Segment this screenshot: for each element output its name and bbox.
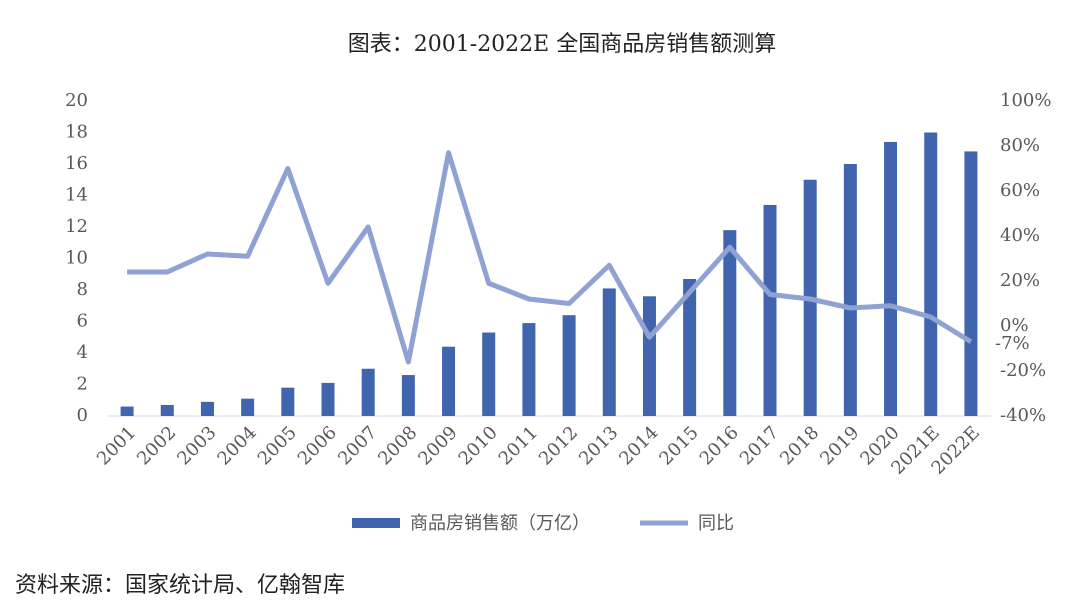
x-tick-label: 2018 [776,422,823,469]
x-tick-label: 2005 [254,422,301,469]
bar [361,368,375,416]
bar [482,332,496,416]
legend-label: 商品房销售额（万亿） [410,513,590,534]
y2-tick-label: 80% [1000,135,1040,156]
bar [241,398,255,416]
x-tick-label: 2016 [696,422,743,469]
y-tick-label: 10 [65,248,88,269]
y2-tick-label: 60% [1000,180,1040,201]
x-tick-label: 2006 [294,422,341,469]
y2-tick-label: 0% [1000,315,1029,336]
y-tick-label: 18 [65,122,88,143]
x-tick-label: 2004 [213,422,260,469]
y-tick-label: 16 [65,153,88,174]
bar [964,151,978,416]
x-tick-label: 2019 [816,422,863,469]
y2-tick-label: -40% [1000,405,1046,426]
data-label: -7% [995,333,1030,354]
y-tick-label: 0 [77,405,88,426]
x-tick-label: 2003 [173,422,220,469]
y-tick-label: 6 [77,311,88,332]
y-tick-label: 12 [65,216,88,237]
source: 资料来源：国家统计局、亿翰智库 [15,573,345,598]
x-tick-label: 2002 [133,422,180,469]
bar [884,141,898,416]
y-tick-label: 14 [65,185,88,206]
x-tick-label: 2015 [655,422,702,469]
x-tick-label: 2017 [736,422,783,469]
bar [602,288,616,416]
y-tick-label: 2 [77,374,88,395]
bar [200,401,214,416]
bar [843,164,857,416]
x-tick-label: 2014 [615,422,662,469]
x-tick-label: 2001 [93,422,140,469]
bar [562,315,576,416]
bar [683,278,697,416]
y2-tick-label: 40% [1000,225,1040,246]
bar [160,404,174,416]
bar [281,387,295,416]
chart-title: 图表：2001-2022E 全国商品房销售额测算 [348,32,776,57]
y-tick-label: 4 [77,342,88,363]
y2-tick-label: 100% [1000,90,1051,111]
bar [522,323,536,416]
x-tick-label: 2010 [455,422,502,469]
legend-label: 同比 [698,513,734,534]
bar [723,230,737,416]
bar [642,296,656,416]
x-tick-label: 2011 [495,422,542,469]
x-tick-label: 2007 [334,422,381,469]
bar [924,132,938,416]
bar [120,406,134,416]
x-tick-label: 2008 [374,422,421,469]
bar [401,375,415,416]
bar [442,346,456,416]
line [127,150,973,365]
x-tick-label: 2009 [414,422,461,469]
y-tick-label: 8 [77,279,88,300]
legend-swatch [352,518,400,528]
x-tick-label: 2012 [535,422,582,469]
y-tick-label: 20 [65,90,88,111]
x-tick-label: 2013 [575,422,622,469]
y2-tick-label: 20% [1000,270,1040,291]
bar [763,204,777,416]
y2-tick-label: -20% [1000,360,1046,381]
bar [321,382,335,416]
